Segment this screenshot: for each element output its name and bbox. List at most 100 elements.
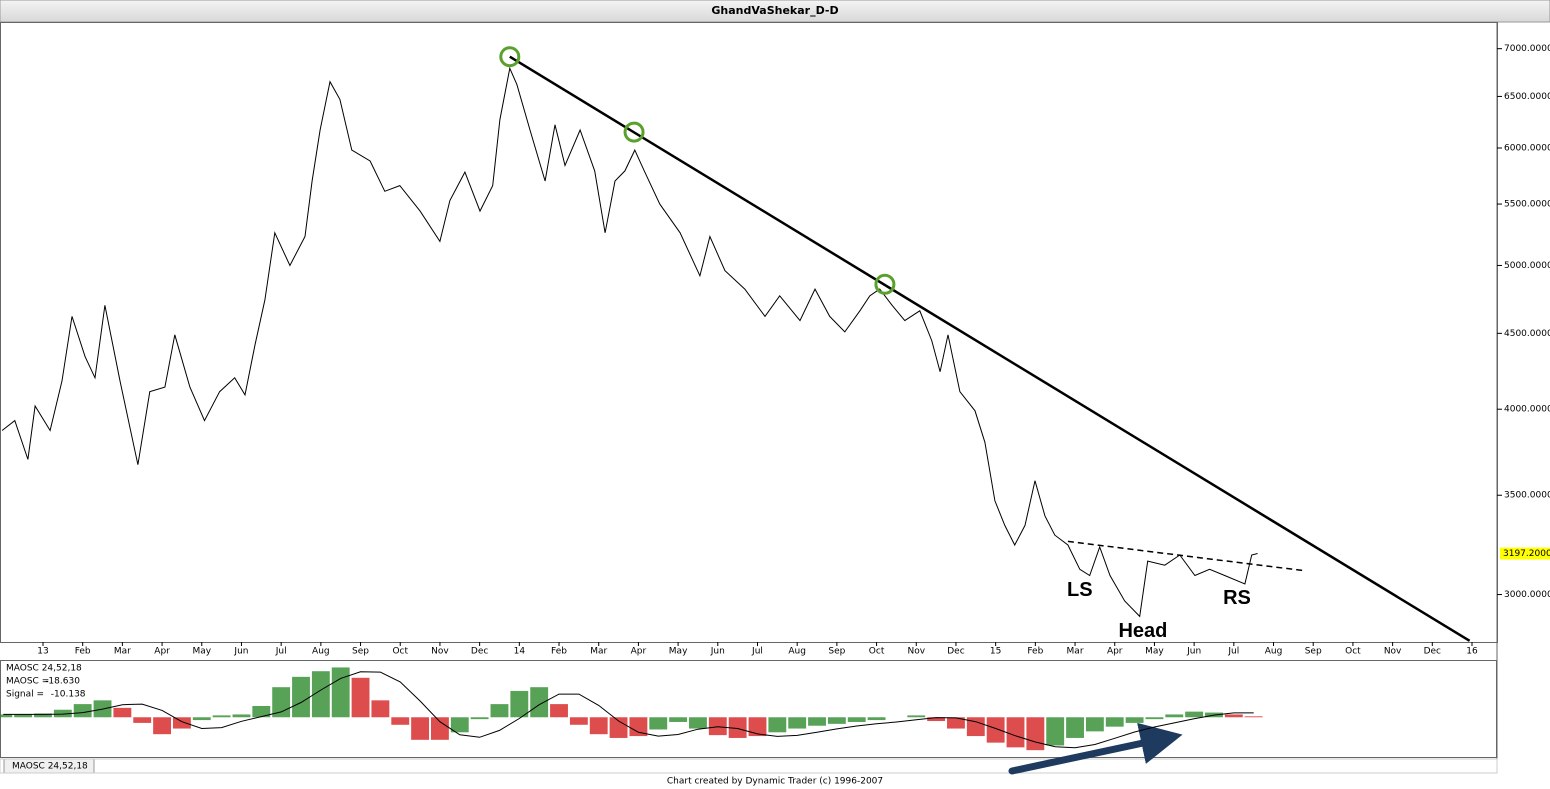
osc-bar xyxy=(14,714,33,718)
x-tick-label: Jul xyxy=(275,647,287,657)
y-tick-label: 6000.0000 xyxy=(1504,143,1550,153)
y-tick-label: 6500.0000 xyxy=(1504,92,1550,102)
pattern-label: LS xyxy=(1067,579,1093,601)
x-tick-label: May xyxy=(1145,647,1164,657)
indicator-name: MAOSC 24,52,18 xyxy=(6,664,82,674)
x-tick-label: Feb xyxy=(75,647,91,657)
y-tick-label: 5000.0000 xyxy=(1504,261,1550,271)
osc-bar xyxy=(827,717,846,724)
osc-bar xyxy=(1145,717,1164,720)
x-tick-label: 13 xyxy=(37,647,48,657)
x-tick-label: Dec xyxy=(947,647,964,657)
arrow xyxy=(1008,722,1183,775)
x-tick-label: Mar xyxy=(114,647,131,657)
x-tick-label: Apr xyxy=(631,647,647,657)
osc-bar xyxy=(1224,714,1243,718)
osc-bar xyxy=(708,717,727,736)
readout-label: MAOSC = xyxy=(6,677,49,687)
osc-bar xyxy=(1244,716,1263,718)
osc-bar xyxy=(669,717,688,722)
osc-bar xyxy=(1125,717,1144,723)
osc-bar xyxy=(133,717,152,723)
osc-bar xyxy=(113,707,132,718)
osc-bar xyxy=(1185,711,1204,718)
osc-bar xyxy=(172,717,191,729)
osc-bar xyxy=(569,717,588,725)
x-tick-label: Dec xyxy=(471,647,488,657)
osc-bar xyxy=(649,717,668,730)
osc-bar xyxy=(788,717,807,729)
x-tick-label: Nov xyxy=(431,647,449,657)
x-tick-label: Dec xyxy=(1424,647,1441,657)
osc-bar xyxy=(53,709,72,718)
tab-label[interactable]: MAOSC 24,52,18 xyxy=(12,762,88,772)
indicator-frame xyxy=(0,660,1497,758)
x-tick-label: Nov xyxy=(907,647,925,657)
last-price-box xyxy=(1500,547,1550,560)
readout-value: -18.630 xyxy=(45,677,80,687)
y-tick-label: 4500.0000 xyxy=(1504,329,1550,339)
y-tick-label: 4000.0000 xyxy=(1504,405,1550,415)
pattern-label: Head xyxy=(1118,620,1167,642)
osc-bar xyxy=(391,717,410,725)
readout-value: -10.138 xyxy=(51,690,86,700)
x-tick-label: Aug xyxy=(788,647,806,657)
osc-bar xyxy=(1105,717,1124,727)
touch-circle xyxy=(874,273,896,295)
osc-bar xyxy=(768,717,787,733)
x-tick-label: Jun xyxy=(233,647,248,657)
x-tick-label: Nov xyxy=(1384,647,1402,657)
osc-bar xyxy=(1165,714,1184,718)
osc-bar xyxy=(510,690,529,718)
osc-bar xyxy=(311,671,330,718)
x-tick-label: Jul xyxy=(751,647,763,657)
x-tick-label: Oct xyxy=(1345,647,1361,657)
osc-bar xyxy=(252,705,271,718)
osc-bar xyxy=(411,717,430,740)
tab-strip xyxy=(0,758,1498,774)
osc-bar xyxy=(450,717,469,733)
x-tick-label: Jul xyxy=(1227,647,1239,657)
x-tick-label: Mar xyxy=(590,647,607,657)
osc-bar xyxy=(292,676,310,718)
y-tick-label: 3500.0000 xyxy=(1504,491,1550,501)
price-line xyxy=(1,66,1258,618)
osc-bar xyxy=(153,717,172,735)
chart-title: GhandVaShekar_D-D xyxy=(711,4,838,17)
osc-bar xyxy=(192,717,211,721)
osc-bar xyxy=(431,717,449,740)
osc-bar xyxy=(867,717,886,721)
osc-bar xyxy=(1026,717,1045,751)
osc-bar xyxy=(1066,717,1084,738)
x-tick-label: 16 xyxy=(1466,647,1478,657)
osc-bar xyxy=(1085,717,1104,732)
osc-bar xyxy=(351,677,370,718)
x-tick-label: Apr xyxy=(154,647,170,657)
osc-bar xyxy=(490,704,509,718)
osc-bar xyxy=(808,717,826,726)
osc-bar xyxy=(589,717,608,735)
touch-circle xyxy=(499,46,521,68)
osc-bar xyxy=(907,715,926,718)
osc-bar xyxy=(609,717,628,738)
osc-bar xyxy=(728,717,747,738)
osc-bar xyxy=(371,700,390,718)
x-tick-label: Sep xyxy=(828,647,845,657)
x-tick-label: Aug xyxy=(1265,647,1283,657)
signal-line xyxy=(3,671,1254,749)
osc-bar xyxy=(947,717,965,729)
osc-bar xyxy=(927,717,946,722)
x-tick-label: Sep xyxy=(352,647,369,657)
osc-bar xyxy=(272,687,291,718)
osc-bar xyxy=(986,717,1005,743)
footer: Chart created by Dynamic Trader (c) 1996… xyxy=(667,777,883,787)
trendline xyxy=(509,55,1471,642)
osc-bar xyxy=(689,717,707,729)
x-tick-label: Jun xyxy=(1186,647,1201,657)
x-tick-label: May xyxy=(669,647,688,657)
osc-bar xyxy=(0,714,13,718)
plot-frame xyxy=(0,22,1498,643)
osc-bar xyxy=(1006,717,1025,748)
osc-bar xyxy=(748,717,767,737)
